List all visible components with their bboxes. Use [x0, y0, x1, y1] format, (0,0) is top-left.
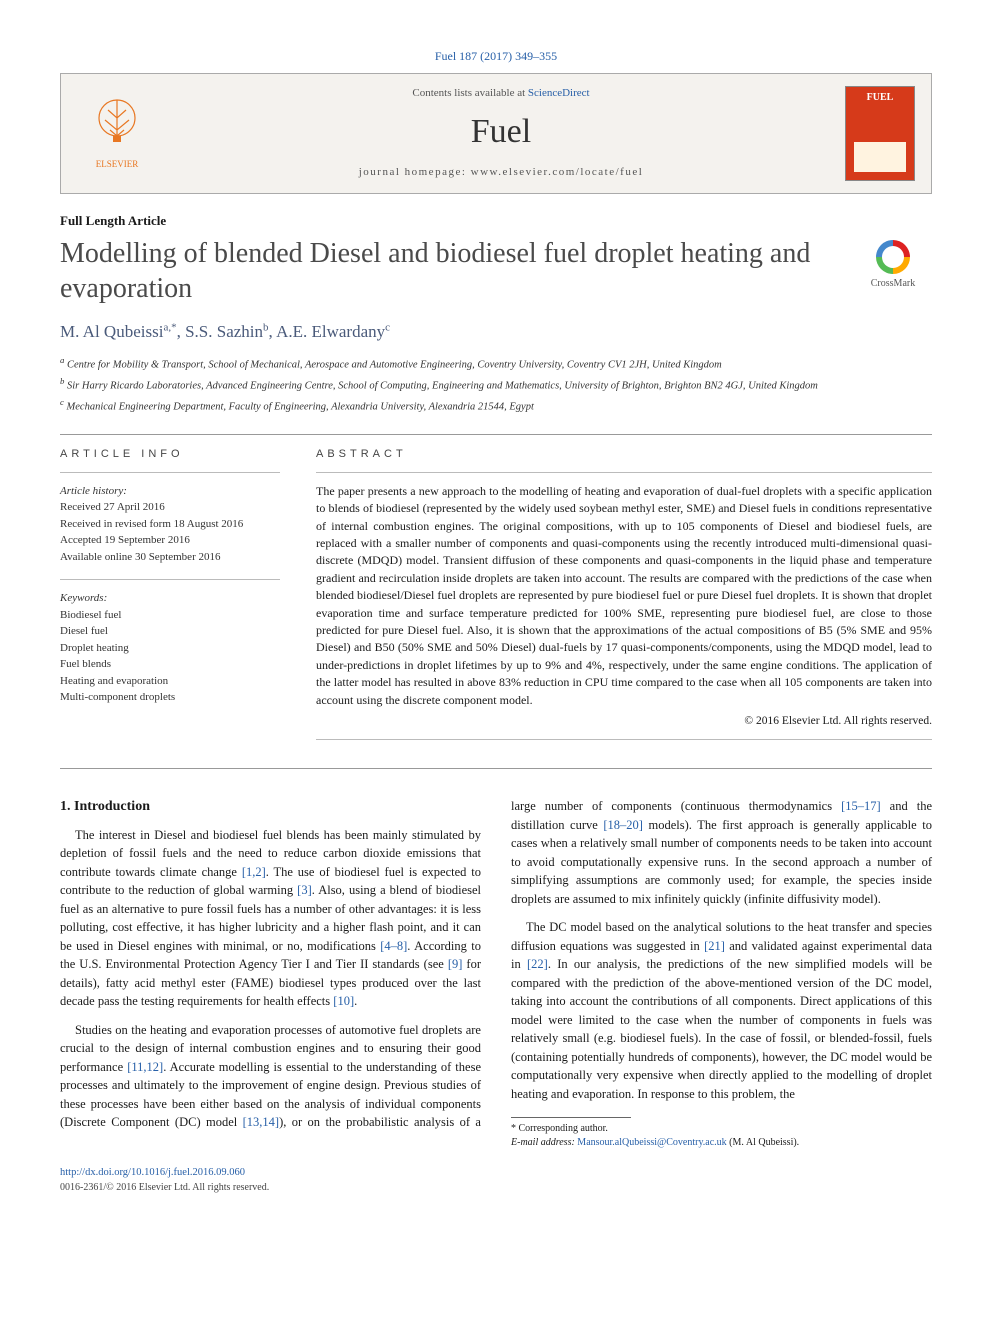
divider — [60, 472, 280, 473]
sciencedirect-link[interactable]: ScienceDirect — [528, 87, 590, 99]
footnote-star: * Corresponding author. — [511, 1122, 932, 1136]
keyword: Fuel blends — [60, 656, 280, 673]
author-2: S.S. Sazhinb — [185, 322, 268, 341]
abstract-heading: abstract — [316, 447, 932, 462]
contents-list-line: Contents lists available at ScienceDirec… — [157, 86, 845, 101]
ref-link[interactable]: [18–20] — [603, 818, 643, 832]
article-info-heading: article info — [60, 447, 280, 462]
body-text: 1. Introduction The interest in Diesel a… — [60, 797, 932, 1150]
homepage-link[interactable]: www.elsevier.com/locate/fuel — [471, 166, 644, 178]
corresponding-author-footnote: * Corresponding author. E-mail address: … — [511, 1122, 932, 1150]
article-history: Article history: Received 27 April 2016 … — [60, 483, 280, 706]
elsevier-label: ELSEVIER — [96, 158, 139, 171]
keywords-label: Keywords: — [60, 590, 280, 607]
journal-cover-thumb: FUEL — [845, 86, 915, 181]
keyword: Droplet heating — [60, 640, 280, 657]
divider — [60, 768, 932, 769]
keyword: Heating and evaporation — [60, 673, 280, 690]
ref-link[interactable]: [15–17] — [841, 799, 881, 813]
elsevier-logo: ELSEVIER — [77, 88, 157, 178]
keyword: Multi-component droplets — [60, 689, 280, 706]
section-1-heading: 1. Introduction — [60, 797, 481, 818]
affiliation-a: a Centre for Mobility & Transport, Schoo… — [60, 354, 932, 373]
journal-header: ELSEVIER Contents lists available at Sci… — [60, 73, 932, 194]
divider — [316, 472, 932, 473]
history-accepted: Accepted 19 September 2016 — [60, 532, 280, 549]
email-label: E-mail address: — [511, 1137, 577, 1148]
doi-link[interactable]: http://dx.doi.org/10.1016/j.fuel.2016.09… — [60, 1167, 245, 1178]
history-revised: Received in revised form 18 August 2016 — [60, 516, 280, 533]
doi-block: http://dx.doi.org/10.1016/j.fuel.2016.09… — [60, 1166, 932, 1195]
article-title: Modelling of blended Diesel and biodiese… — [60, 236, 834, 306]
ref-link[interactable]: [21] — [704, 939, 725, 953]
author-email-link[interactable]: Mansour.alQubeissi@Coventry.ac.uk — [577, 1137, 726, 1148]
doi-issn-copyright: 0016-2361/© 2016 Elsevier Ltd. All right… — [60, 1181, 932, 1195]
footnote-rule — [511, 1117, 631, 1118]
citation-line: Fuel 187 (2017) 349–355 — [60, 48, 932, 65]
cover-label: FUEL — [867, 91, 894, 105]
crossmark-label: CrossMark — [871, 277, 915, 291]
email-suffix: (M. Al Qubeissi). — [727, 1137, 800, 1148]
abstract-text: The paper presents a new approach to the… — [316, 483, 932, 709]
divider — [316, 739, 932, 740]
author-1: M. Al Qubeissia,* — [60, 322, 177, 341]
ref-link[interactable]: [4–8] — [380, 939, 407, 953]
ref-link[interactable]: [3] — [297, 883, 312, 897]
keyword: Diesel fuel — [60, 623, 280, 640]
authors-line: M. Al Qubeissia,*, S.S. Sazhinb, A.E. El… — [60, 320, 932, 344]
divider — [60, 579, 280, 580]
ref-link[interactable]: [9] — [448, 957, 463, 971]
body-paragraph: The interest in Diesel and biodiesel fue… — [60, 826, 481, 1011]
ref-link[interactable]: [1,2] — [242, 865, 266, 879]
elsevier-tree-icon — [90, 96, 144, 156]
journal-name: Fuel — [157, 108, 845, 156]
history-online: Available online 30 September 2016 — [60, 549, 280, 566]
journal-homepage: journal homepage: www.elsevier.com/locat… — [157, 165, 845, 180]
keyword: Biodiesel fuel — [60, 607, 280, 624]
crossmark-icon — [876, 240, 910, 274]
abstract-copyright: © 2016 Elsevier Ltd. All rights reserved… — [316, 713, 932, 729]
ref-link[interactable]: [13,14] — [243, 1115, 279, 1129]
ref-link[interactable]: [22] — [527, 957, 548, 971]
ref-link[interactable]: [10] — [333, 994, 354, 1008]
contents-prefix: Contents lists available at — [412, 87, 527, 99]
homepage-prefix: journal homepage: — [359, 166, 471, 178]
author-3: A.E. Elwardanyc — [276, 322, 390, 341]
affiliation-b: b Sir Harry Ricardo Laboratories, Advanc… — [60, 375, 932, 394]
history-label: Article history: — [60, 483, 280, 500]
affiliation-c: c Mechanical Engineering Department, Fac… — [60, 396, 932, 415]
body-paragraph: The DC model based on the analytical sol… — [511, 918, 932, 1103]
article-type: Full Length Article — [60, 212, 932, 230]
history-received: Received 27 April 2016 — [60, 499, 280, 516]
crossmark-badge[interactable]: CrossMark — [854, 240, 932, 291]
ref-link[interactable]: [11,12] — [127, 1060, 163, 1074]
divider — [60, 434, 932, 435]
